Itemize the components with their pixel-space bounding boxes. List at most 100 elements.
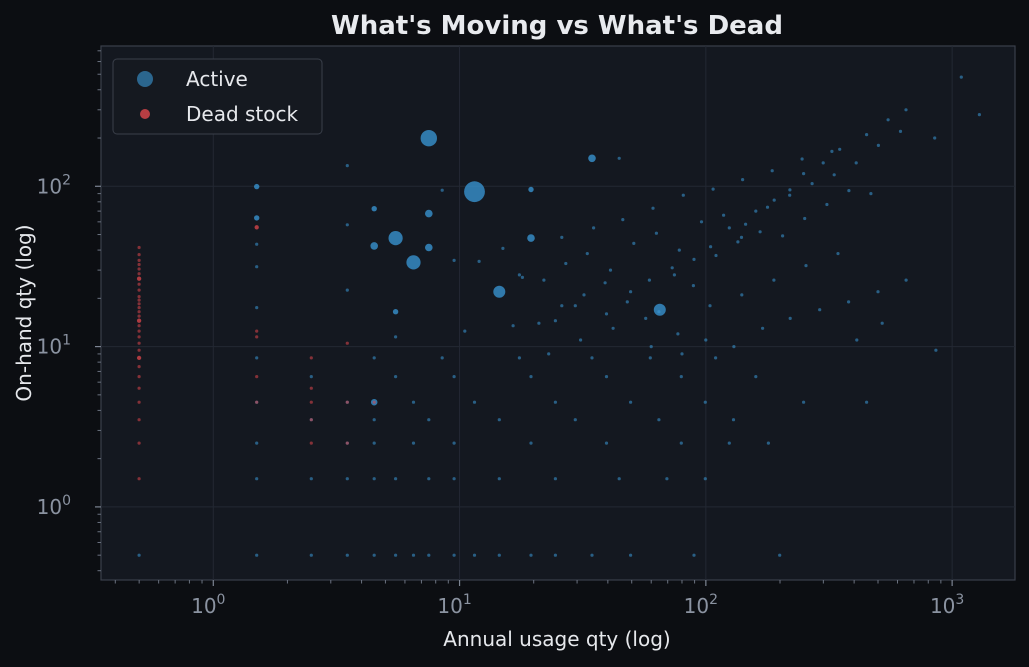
point-active <box>493 285 506 298</box>
point-dead-stock <box>136 318 142 323</box>
series-dead-stock <box>136 225 376 481</box>
point-active <box>691 284 696 288</box>
point-active <box>727 441 731 445</box>
point-active <box>255 356 259 360</box>
point-active <box>345 164 349 168</box>
point-active <box>255 265 259 269</box>
point-dead-stock <box>372 400 376 404</box>
point-active <box>537 321 541 325</box>
point-active <box>345 223 349 227</box>
legend-label-dead-stock: Dead stock <box>186 102 299 126</box>
data-points <box>136 75 982 557</box>
point-active <box>254 215 260 221</box>
point-active <box>604 312 609 316</box>
y-axis-label: On-hand qty (log) <box>12 224 36 401</box>
point-active <box>800 157 804 161</box>
point-active <box>528 186 534 193</box>
plot-area <box>100 45 1016 581</box>
legend-label-active: Active <box>186 67 248 91</box>
point-active <box>754 209 758 213</box>
point-active <box>388 231 403 246</box>
point-dead-stock <box>345 400 349 404</box>
point-active <box>772 198 776 202</box>
point-active <box>709 245 713 249</box>
point-active <box>604 441 609 445</box>
point-active <box>309 477 313 481</box>
point-dead-stock <box>309 356 313 360</box>
point-active <box>676 332 680 336</box>
point-active <box>529 441 533 445</box>
point-dead-stock <box>137 253 141 257</box>
y-tick-exponent: 1 <box>62 333 71 349</box>
point-active <box>573 304 577 308</box>
point-active <box>394 335 398 339</box>
point-dead-stock <box>345 441 349 445</box>
point-active <box>653 303 666 316</box>
point-dead-stock <box>137 298 141 302</box>
point-active <box>869 192 873 196</box>
point-active <box>739 235 744 239</box>
point-active <box>886 118 890 122</box>
point-dead-stock <box>137 288 141 292</box>
point-active <box>803 216 807 221</box>
point-active <box>137 553 141 557</box>
point-active <box>553 553 558 557</box>
point-active <box>255 477 259 481</box>
point-dead-stock <box>137 365 141 369</box>
point-active <box>736 240 740 244</box>
point-active <box>372 553 376 557</box>
x-tick-exponent: 2 <box>709 592 718 608</box>
point-dead-stock <box>137 258 141 262</box>
point-active <box>766 441 771 445</box>
point-active <box>672 273 677 277</box>
point-active <box>781 234 785 238</box>
point-active <box>527 234 535 242</box>
x-tick-exponent: 0 <box>217 592 226 608</box>
point-active <box>854 161 858 165</box>
point-active <box>617 156 621 160</box>
point-dead-stock <box>254 225 259 230</box>
point-active <box>590 553 594 557</box>
point-active <box>847 300 851 304</box>
point-dead-stock <box>137 295 141 299</box>
point-active <box>804 264 808 268</box>
point-active <box>617 477 621 481</box>
point-active <box>754 375 758 379</box>
point-active <box>452 553 456 557</box>
point-active <box>654 231 659 235</box>
point-dead-stock <box>137 341 141 345</box>
point-active <box>703 400 707 404</box>
point-active <box>832 173 836 177</box>
point-active <box>255 242 259 246</box>
point-active <box>722 213 726 217</box>
point-active <box>452 258 456 262</box>
point-active <box>345 288 349 292</box>
point-dead-stock <box>136 355 142 361</box>
point-active <box>847 189 851 193</box>
point-dead-stock <box>309 418 313 422</box>
x-tick-exponent: 1 <box>463 592 472 608</box>
point-active <box>564 261 568 266</box>
point-active <box>679 441 683 445</box>
legend-marker-active <box>137 71 153 87</box>
point-dead-stock <box>137 324 141 328</box>
point-active <box>547 352 551 356</box>
point-active <box>770 169 774 173</box>
point-active <box>425 243 433 252</box>
point-active <box>778 553 782 557</box>
point-active <box>427 553 431 557</box>
point-active <box>977 113 982 117</box>
point-active <box>440 188 444 192</box>
point-active <box>933 136 937 140</box>
point-active <box>788 316 792 320</box>
point-dead-stock <box>137 306 141 310</box>
point-active <box>604 375 609 379</box>
point-active <box>727 226 731 230</box>
point-dead-stock <box>137 348 141 352</box>
grid <box>101 46 1015 580</box>
x-tick-label: 102 <box>684 592 718 618</box>
point-active <box>679 375 683 379</box>
point-active <box>744 222 748 226</box>
point-active <box>608 268 613 272</box>
point-active <box>765 205 770 209</box>
